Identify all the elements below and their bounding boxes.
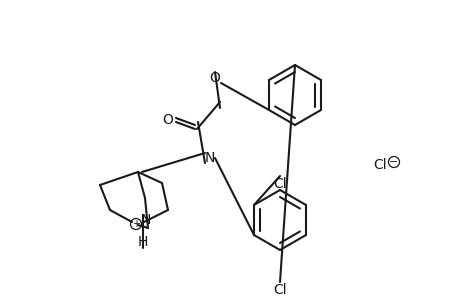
Text: −: − (388, 157, 398, 167)
Text: +: + (132, 219, 140, 229)
Text: O: O (162, 113, 173, 127)
Text: Cl: Cl (372, 158, 386, 172)
Text: N: N (204, 151, 215, 165)
Text: Cl: Cl (273, 283, 286, 297)
Text: Cl: Cl (273, 177, 286, 191)
Text: N: N (140, 213, 151, 227)
Text: O: O (209, 71, 220, 85)
Text: H: H (138, 235, 148, 249)
